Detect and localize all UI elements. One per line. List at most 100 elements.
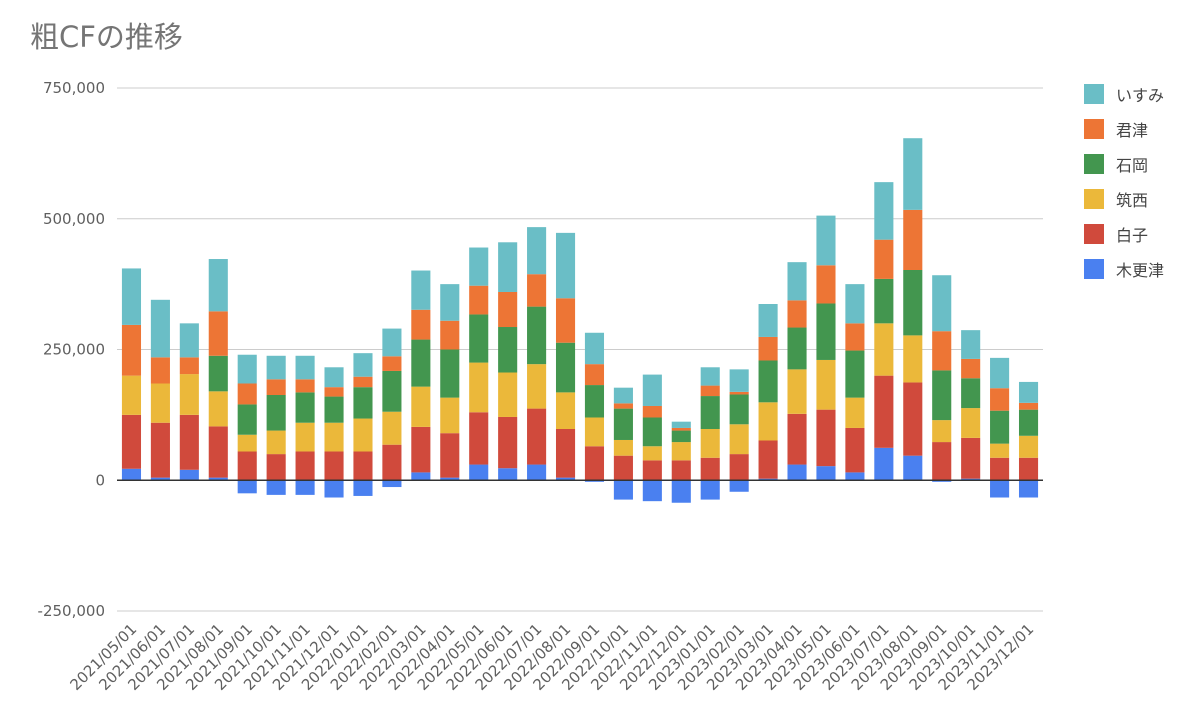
bar-segment[interactable] — [584, 417, 605, 447]
bar-segment[interactable] — [498, 372, 518, 417]
bar-segment[interactable] — [411, 472, 431, 481]
bar-segment[interactable] — [121, 468, 142, 481]
bar-segment[interactable] — [613, 408, 633, 440]
legend-item[interactable]: 君津 — [1084, 111, 1164, 146]
bar-segment[interactable] — [961, 408, 981, 438]
bar-segment[interactable] — [845, 323, 865, 351]
bar-segment[interactable] — [179, 469, 199, 481]
bar-segment[interactable] — [845, 350, 865, 398]
bar-segment[interactable] — [700, 367, 720, 386]
bar-segment[interactable] — [237, 434, 257, 452]
bar-segment[interactable] — [179, 323, 199, 358]
bar-segment[interactable] — [382, 370, 402, 412]
bar-segment[interactable] — [353, 418, 373, 452]
bar-segment[interactable] — [382, 356, 402, 371]
bar-segment[interactable] — [382, 328, 402, 357]
bar-segment[interactable] — [266, 454, 286, 481]
bar-segment[interactable] — [527, 364, 547, 409]
bar-segment[interactable] — [324, 451, 344, 481]
bar-segment[interactable] — [758, 478, 778, 481]
bar-segment[interactable] — [555, 298, 576, 343]
bar-segment[interactable] — [1018, 381, 1039, 403]
bar-segment[interactable] — [961, 330, 981, 359]
bar-segment[interactable] — [179, 374, 199, 415]
bar-segment[interactable] — [874, 182, 894, 240]
bar-segment[interactable] — [237, 480, 257, 494]
bar-segment[interactable] — [295, 451, 315, 481]
bar-segment[interactable] — [671, 460, 691, 481]
bar-segment[interactable] — [816, 409, 836, 467]
bar-segment[interactable] — [932, 442, 952, 481]
bar-segment[interactable] — [758, 402, 778, 441]
bar-segment[interactable] — [613, 387, 633, 404]
bar-segment[interactable] — [816, 215, 836, 266]
bar-segment[interactable] — [295, 355, 315, 380]
bar-segment[interactable] — [469, 464, 489, 481]
bar-segment[interactable] — [527, 464, 547, 481]
bar-segment[interactable] — [121, 268, 142, 325]
bar-segment[interactable] — [613, 439, 633, 456]
bar-segment[interactable] — [208, 391, 228, 427]
bar-segment[interactable] — [353, 451, 373, 481]
bar-segment[interactable] — [555, 232, 576, 299]
bar-segment[interactable] — [440, 397, 460, 434]
bar-segment[interactable] — [295, 480, 315, 495]
bar-segment[interactable] — [469, 247, 489, 286]
bar-segment[interactable] — [411, 339, 431, 387]
bar-segment[interactable] — [642, 374, 662, 406]
bar-segment[interactable] — [324, 367, 344, 388]
bar-segment[interactable] — [700, 429, 720, 458]
bar-segment[interactable] — [150, 422, 170, 478]
bar-segment[interactable] — [353, 353, 373, 377]
bar-segment[interactable] — [700, 457, 720, 481]
bar-segment[interactable] — [671, 480, 691, 503]
bar-segment[interactable] — [961, 358, 981, 379]
bar-segment[interactable] — [874, 278, 894, 324]
bar-segment[interactable] — [527, 274, 547, 307]
bar-segment[interactable] — [845, 397, 865, 428]
bar-segment[interactable] — [208, 311, 228, 356]
bar-segment[interactable] — [527, 306, 547, 365]
bar-segment[interactable] — [932, 331, 952, 371]
bar-segment[interactable] — [411, 386, 431, 427]
bar-segment[interactable] — [932, 480, 952, 482]
bar-segment[interactable] — [237, 354, 257, 384]
bar-segment[interactable] — [1018, 435, 1039, 458]
bar-segment[interactable] — [729, 394, 749, 425]
bar-segment[interactable] — [555, 477, 576, 481]
bar-segment[interactable] — [1018, 457, 1039, 481]
bar-segment[interactable] — [324, 387, 344, 397]
bar-segment[interactable] — [642, 480, 662, 502]
bar-segment[interactable] — [179, 357, 199, 375]
bar-segment[interactable] — [469, 412, 489, 465]
bar-segment[interactable] — [613, 455, 633, 481]
bar-segment[interactable] — [671, 442, 691, 461]
bar-segment[interactable] — [671, 421, 691, 428]
bar-segment[interactable] — [121, 324, 142, 376]
bar-segment[interactable] — [845, 284, 865, 324]
bar-segment[interactable] — [787, 369, 807, 414]
bar-segment[interactable] — [498, 291, 518, 328]
bar-segment[interactable] — [874, 239, 894, 279]
bar-segment[interactable] — [990, 357, 1010, 389]
bar-segment[interactable] — [295, 379, 315, 393]
bar-segment[interactable] — [787, 413, 807, 465]
bar-segment[interactable] — [555, 342, 576, 393]
bar-segment[interactable] — [903, 335, 923, 383]
bar-segment[interactable] — [932, 275, 952, 332]
bar-segment[interactable] — [208, 355, 228, 392]
bar-segment[interactable] — [527, 408, 547, 465]
bar-segment[interactable] — [382, 411, 402, 445]
bar-segment[interactable] — [903, 138, 923, 210]
bar-segment[interactable] — [1018, 480, 1039, 498]
bar-segment[interactable] — [729, 480, 749, 492]
bar-segment[interactable] — [584, 446, 605, 481]
bar-segment[interactable] — [729, 391, 749, 395]
bar-segment[interactable] — [208, 477, 228, 481]
bar-segment[interactable] — [816, 265, 836, 304]
bar-segment[interactable] — [411, 426, 431, 473]
bar-segment[interactable] — [498, 327, 518, 373]
bar-segment[interactable] — [324, 480, 344, 498]
bar-segment[interactable] — [845, 472, 865, 481]
bar-segment[interactable] — [324, 396, 344, 423]
